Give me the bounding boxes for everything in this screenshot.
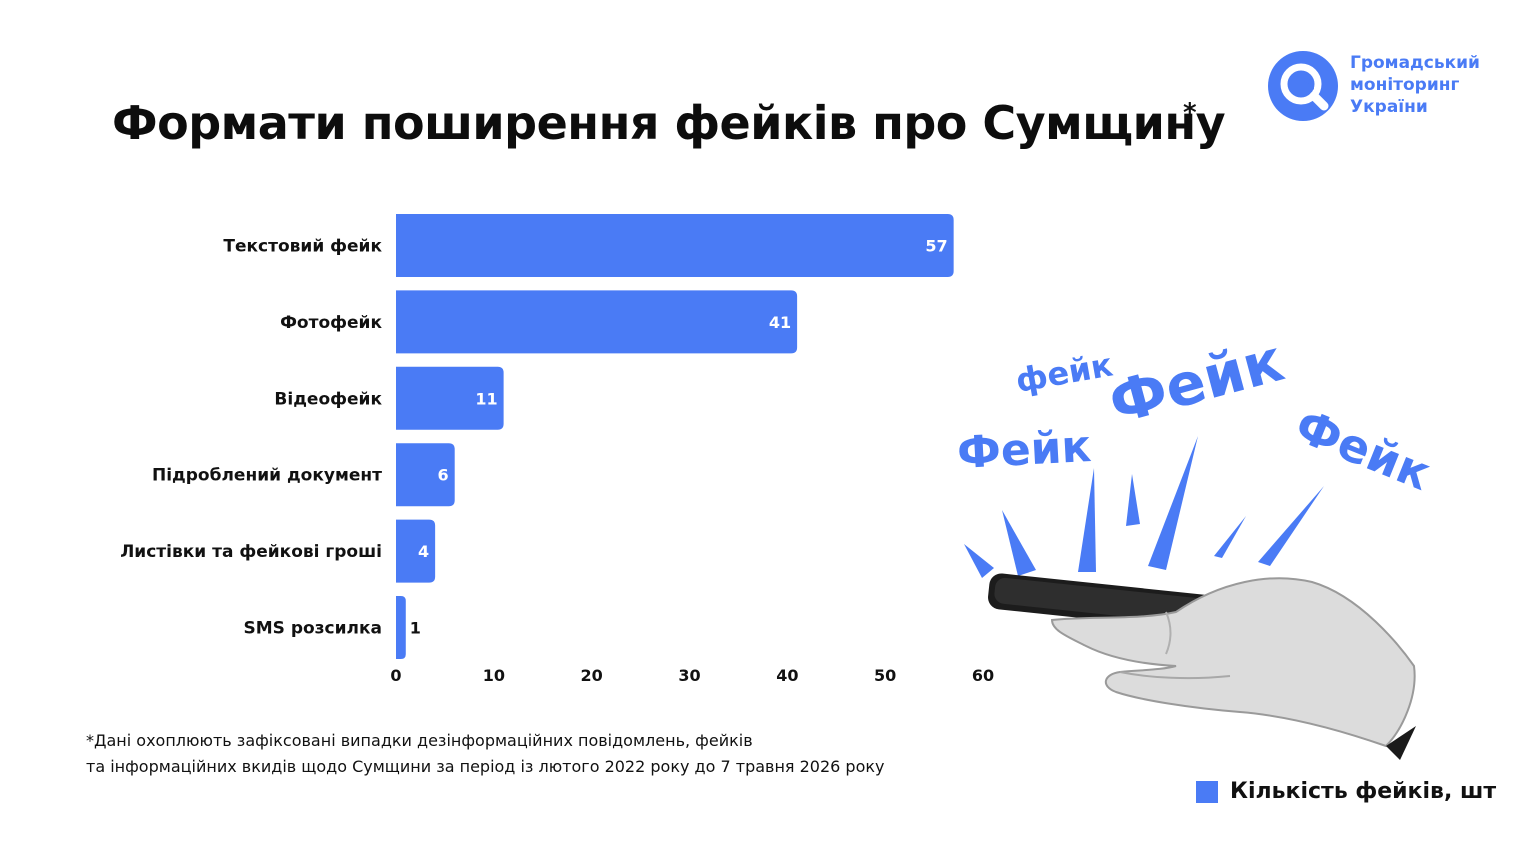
bar-6 — [396, 596, 406, 659]
bar-2 — [396, 290, 798, 354]
category-label: Текстовий фейк — [223, 237, 382, 257]
category-label: SMS розсилка — [244, 619, 383, 639]
fake-word-3: Фейк — [956, 421, 1093, 479]
x-tick-label: 50 — [874, 666, 896, 685]
bar-1 — [396, 214, 954, 277]
footnote-line-2: та інформаційних вкидів щодо Сумщини за … — [86, 757, 885, 776]
legend: Кількість фейків, шт — [1196, 779, 1496, 804]
category-label: Фотофейк — [280, 313, 382, 333]
footnote: *Дані охоплюють зафіксовані випадки дезі… — [86, 728, 885, 780]
footnote-line-1: *Дані охоплюють зафіксовані випадки дезі… — [86, 731, 753, 750]
data-label: 57 — [925, 237, 947, 256]
fake-word-1: фейк — [1013, 345, 1116, 399]
category-label: Підроблений документ — [152, 466, 382, 486]
x-tick-label: 0 — [390, 666, 401, 685]
bar-5 — [396, 519, 436, 583]
category-label: Листівки та фейкові гроші — [120, 542, 382, 562]
data-label: 4 — [418, 542, 429, 561]
logo-text: Громадський моніторинг України — [1350, 52, 1480, 118]
fake-word-4: Фейк — [1288, 398, 1438, 501]
x-tick-label: 20 — [581, 666, 603, 685]
logo-line-1: Громадський — [1350, 53, 1480, 73]
data-label: 11 — [475, 389, 497, 408]
category-label: Відеофейк — [274, 389, 382, 409]
logo: Громадський моніторинг України — [1266, 50, 1526, 126]
hand-phone-illustration: фейк Фейк Фейк Фейк — [940, 320, 1500, 764]
bar-3 — [396, 366, 504, 430]
hand-icon — [1050, 577, 1416, 760]
x-tick-label: 30 — [678, 666, 700, 685]
bar-4 — [396, 443, 455, 507]
x-tick-label: 60 — [972, 666, 994, 685]
logo-line-2: моніторинг — [1350, 75, 1460, 95]
legend-swatch — [1196, 780, 1218, 803]
hand-holding-phone-illustration: фейк Фейк Фейк Фейк — [956, 326, 1438, 760]
fake-word-2: Фейк — [1102, 326, 1290, 437]
title-footnote-mark: * — [1183, 98, 1197, 128]
magnifier-circle-icon — [1268, 51, 1338, 121]
burst-rays — [964, 436, 1324, 578]
logo-line-3: України — [1350, 97, 1428, 117]
chart-title: Формати поширення фейків про Сумщину — [112, 96, 1226, 150]
x-tick-label: 40 — [776, 666, 798, 685]
data-label: 41 — [769, 313, 791, 332]
data-label: 6 — [438, 466, 449, 485]
legend-label: Кількість фейків, шт — [1230, 779, 1497, 804]
x-tick-label: 10 — [483, 666, 505, 685]
data-label: 1 — [410, 619, 421, 638]
